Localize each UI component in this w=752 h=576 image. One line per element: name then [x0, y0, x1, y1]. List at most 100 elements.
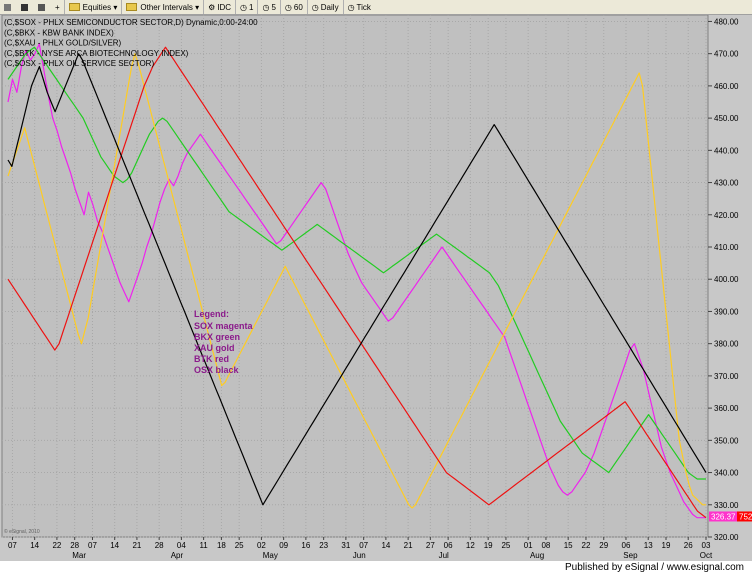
x-tick-label: 21	[132, 541, 141, 550]
month-label: Apr	[171, 551, 184, 560]
price-label-sox-bg	[709, 511, 737, 522]
print-icon[interactable]	[0, 0, 17, 14]
month-label: Sep	[623, 551, 638, 560]
y-tick-label: 320.00	[714, 533, 739, 542]
y-tick-label: 350.00	[714, 436, 739, 445]
equities-menu[interactable]: Equities ▾	[63, 0, 122, 14]
x-tick-label: 26	[684, 541, 693, 550]
y-tick-label: 470.00	[714, 50, 739, 59]
chart: 320.00 330.00 340.00 350.00 360.00 370.00 380.…	[0, 15, 752, 561]
footer-credit: Published by eSignal / www.esignal.com	[565, 562, 744, 573]
equities-menu-label: Equities ▾	[82, 2, 118, 12]
x-tick-label: 07	[88, 541, 97, 550]
series-line-osx	[7, 53, 707, 506]
interval-daily-label: Daily	[320, 2, 339, 12]
x-tick-label: 03	[702, 541, 711, 550]
legend-entry: BTK red	[194, 354, 229, 364]
x-tick-label: 31	[341, 541, 350, 550]
legend-title: Legend:	[194, 309, 229, 319]
interval-60-label: 60	[293, 2, 303, 12]
clock-icon: ◷	[347, 2, 355, 12]
legend-entry: OSX black	[194, 365, 240, 375]
y-tick-label: 420.00	[714, 211, 739, 220]
x-tick-label: 27	[426, 541, 435, 550]
price-label-btk: 752	[739, 512, 752, 521]
interval-5[interactable]: ◷ 5	[257, 0, 279, 14]
interval-tick[interactable]: ◷ Tick	[342, 0, 375, 14]
x-tick-label: 09	[279, 541, 288, 550]
grid-icon[interactable]	[34, 0, 51, 14]
interval-60[interactable]: ◷ 60	[279, 0, 307, 14]
intervals-menu[interactable]: Other Intervals ▾	[121, 0, 203, 14]
x-tick-label: 19	[662, 541, 671, 550]
x-tick-label: 16	[301, 541, 310, 550]
price-label-sox: 326.37	[711, 512, 736, 521]
month-label: Mar	[72, 551, 86, 560]
series-header: (C,$XAU - PHLX GOLD/SILVER)	[4, 39, 122, 48]
series-header: (C,$BTK - NYSE ARCA BIOTECHNOLOGY INDEX)	[4, 49, 189, 58]
x-tick-label: 23	[319, 541, 328, 550]
x-tick-label: 13	[644, 541, 653, 550]
x-tick-label: 07	[359, 541, 368, 550]
x-tick-label: 25	[235, 541, 244, 550]
clock-icon: ◷	[284, 2, 292, 12]
x-tick-label: 22	[582, 541, 591, 550]
x-tick-label: 29	[599, 541, 608, 550]
y-tick-label: 440.00	[714, 146, 739, 155]
clock-icon: ◷	[262, 2, 270, 12]
series-header: (C,$SOX - PHLX SEMICONDUCTOR SECTOR,D) D…	[4, 18, 258, 27]
x-tick-label: 19	[484, 541, 493, 550]
clock-icon: ◷	[240, 2, 248, 12]
x-tick-label: 18	[217, 541, 226, 550]
y-tick-label: 330.00	[714, 501, 739, 510]
grid-icon	[38, 3, 45, 11]
idc-toggle-label: IDC	[217, 2, 232, 12]
x-tick-label: 22	[52, 541, 61, 550]
x-tick-label: 14	[381, 541, 390, 550]
legend-entry: SOX magenta	[194, 321, 254, 331]
footer: Published by eSignal / www.esignal.com	[0, 561, 752, 576]
x-tick-label: 14	[110, 541, 119, 550]
y-tick-label: 400.00	[714, 275, 739, 284]
y-tick-label: 450.00	[714, 114, 739, 123]
folder-icon	[68, 3, 80, 11]
gear-icon: ⚙	[208, 2, 216, 12]
y-tick-label: 480.00	[714, 17, 739, 26]
x-tick-label: 04	[177, 541, 186, 550]
y-tick-label: 410.00	[714, 243, 739, 252]
clock-icon: ◷	[311, 2, 319, 12]
series-header: (C,$OSX - PHLX OIL SERVICE SECTOR)	[4, 59, 154, 68]
y-tick-label: 360.00	[714, 404, 739, 413]
y-tick-label: 340.00	[714, 469, 739, 478]
legend-entry: BKX green	[194, 332, 240, 342]
series-line-sox	[7, 43, 706, 519]
watermark: © eSignal, 2010	[4, 528, 40, 535]
y-tick-label: 430.00	[714, 179, 739, 188]
x-tick-label: 15	[564, 541, 573, 550]
price-label-btk-bg	[737, 511, 752, 522]
y-tick-label: 390.00	[714, 307, 739, 316]
interval-5-label: 5	[271, 2, 276, 12]
plot-area	[1, 15, 709, 538]
legend-entry: XAU gold	[194, 343, 235, 353]
plus-icon[interactable]: +	[51, 0, 64, 14]
arrow-icon[interactable]	[17, 0, 34, 14]
y-tick-label: 460.00	[714, 82, 739, 91]
x-tick-label: 07	[8, 541, 17, 550]
x-tick-label: 08	[541, 541, 550, 550]
interval-daily[interactable]: ◷ Daily	[306, 0, 343, 14]
interval-1[interactable]: ◷ 1	[235, 0, 257, 14]
series-line-bkx	[7, 46, 706, 480]
month-label: May	[263, 551, 278, 560]
month-label: Aug	[530, 551, 544, 560]
x-tick-label: 28	[70, 541, 79, 550]
series-header: (C,$BKX - KBW BANK INDEX)	[4, 28, 114, 37]
series-line-btk	[7, 46, 707, 519]
interval-tick-label: Tick	[356, 2, 371, 12]
x-tick-label: 02	[257, 541, 266, 550]
y-tick-label: 370.00	[714, 372, 739, 381]
x-tick-label: 11	[199, 541, 208, 550]
idc-toggle[interactable]: ⚙ IDC	[203, 0, 235, 14]
month-label: Jun	[353, 551, 366, 560]
toolbar: + Equities ▾ Other Intervals ▾ ⚙ IDC ◷ 1 ◷ 5 ◷ 60 ◷…	[0, 0, 752, 15]
